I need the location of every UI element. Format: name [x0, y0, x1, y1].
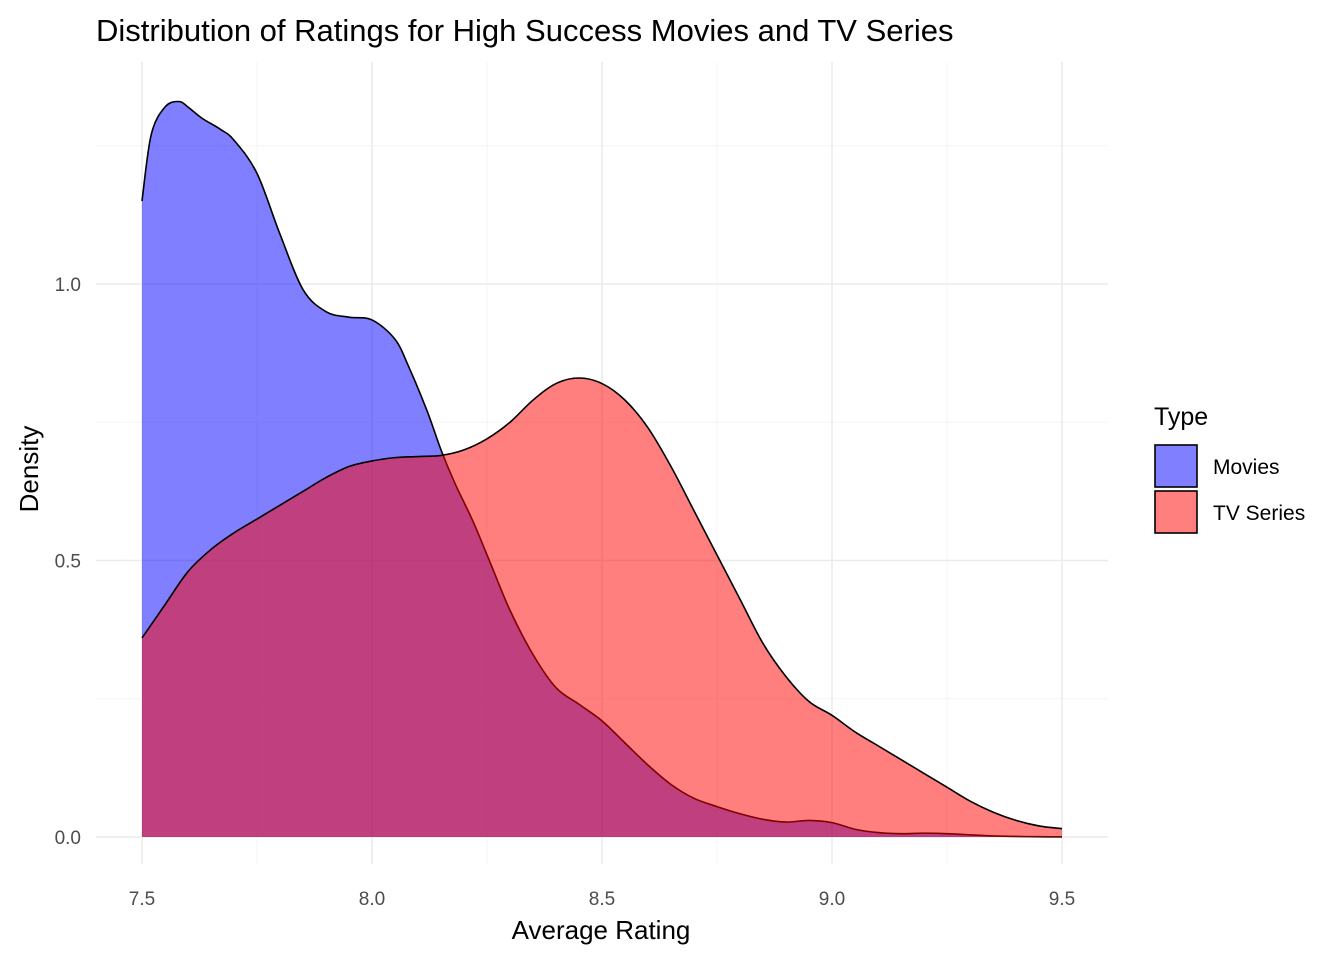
legend-title: Type [1154, 403, 1208, 431]
tv-series-density-area [142, 378, 1062, 837]
tv-series-density-outline [141, 377, 1063, 830]
y-tick-label: 1.0 [55, 275, 81, 296]
chart-title: Distribution of Ratings for High Success… [96, 13, 953, 48]
x-axis-title: Average Rating [512, 915, 691, 945]
y-axis-title: Density [14, 426, 44, 513]
legend: Type Movies TV Series [1154, 403, 1305, 534]
density-areas [141, 100, 1063, 838]
y-tick-label: 0.0 [55, 828, 81, 849]
legend-swatch-movies [1154, 444, 1198, 488]
legend-swatch-tv-series [1154, 490, 1198, 534]
legend-items: Movies TV Series [1154, 444, 1305, 534]
x-tick-label: 9.5 [1049, 889, 1075, 910]
x-tick-label: 8.0 [359, 889, 385, 910]
x-tick-label: 9.0 [819, 889, 845, 910]
x-tick-label: 7.5 [129, 889, 155, 910]
x-tick-label: 8.5 [589, 889, 615, 910]
axis-ticks: 7.5 8.0 8.5 9.0 9.5 0.0 0.5 1.0 [55, 275, 1076, 910]
y-tick-label: 0.5 [55, 552, 81, 573]
legend-label-movies: Movies [1213, 456, 1280, 479]
legend-label-tv-series: TV Series [1213, 502, 1305, 525]
